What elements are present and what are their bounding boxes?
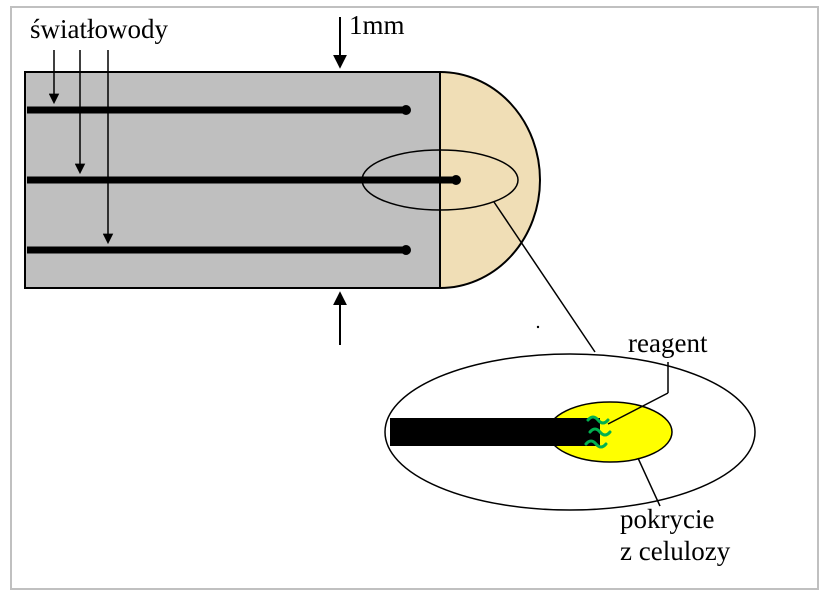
fiber-3-tip [401,245,411,255]
callout-line [494,202,595,352]
label-swiatlowody: światłowody [30,14,168,45]
fiber-1-tip [401,105,411,115]
stray-dot [537,326,539,328]
detail-fiber [390,418,600,446]
label-pokrycie-line2: z celulozy [620,536,730,567]
fiber-2-tip [451,175,461,185]
label-dimension: 1mm [349,10,405,41]
label-reagent: reagent [628,328,707,359]
detail-view [385,354,755,510]
label-pokrycie-line1: pokrycie [620,504,714,535]
